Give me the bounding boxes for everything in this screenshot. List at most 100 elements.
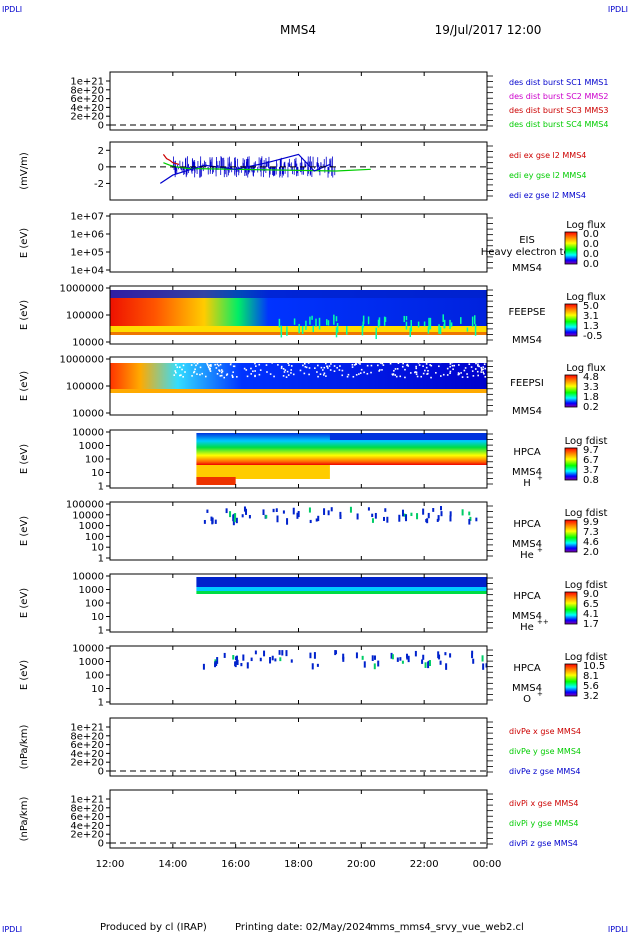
feepsi-noise [459, 361, 461, 363]
feepsi-noise [265, 364, 268, 366]
feepsi-noise [415, 373, 418, 376]
feepsi-noise [426, 372, 429, 375]
y-tick-label: 1e+21 [70, 723, 104, 734]
spacecraft-label: MMS4 [512, 467, 542, 478]
colorbar-tick-label: 10.5 [583, 661, 605, 672]
feepse-speckle [427, 326, 430, 334]
feepsi-noise [339, 365, 341, 367]
panel-p4: 1000000 100000 10000 E (eV) FEEPSE MMS4 Log fl… [19, 284, 606, 349]
feepsi-noise [250, 367, 252, 370]
feepsi-noise [195, 364, 197, 367]
hpca-speckle [461, 509, 464, 516]
feepsi-noise [210, 364, 212, 366]
feepsi-noise [208, 366, 210, 369]
hpca-speckle [233, 517, 236, 523]
feepsi-noise [323, 372, 326, 375]
feepse-speckle [336, 322, 339, 333]
feepsi-noise [255, 361, 257, 363]
y-tick-label: 1e+05 [70, 248, 104, 259]
hpca-speckle [236, 659, 239, 665]
y-tick-label: 1000 [79, 657, 104, 668]
hpca-speckle [426, 518, 429, 524]
hpca-speckle [382, 516, 385, 521]
corner-label-bottom-left: IPDLI [2, 925, 22, 934]
hpca-speckle [469, 516, 472, 521]
hpca-speckle [398, 514, 401, 522]
plot-frame [109, 501, 488, 561]
feepsi-noise [394, 374, 397, 376]
colorbar-tick-label: 6.5 [583, 599, 599, 610]
hpca-speckle [377, 660, 380, 667]
feepsi-noise [354, 364, 356, 366]
hpca-speckle [468, 511, 471, 516]
feepsi-noise [381, 362, 384, 365]
feepsi-noise [333, 370, 336, 373]
feepse-speckle [309, 316, 311, 325]
hpca-speckle [475, 517, 478, 522]
hpca-speckle [250, 657, 253, 662]
hpca-speckle [390, 652, 393, 659]
feepsi-noise [304, 361, 306, 363]
feepse-speckle [466, 327, 469, 332]
y-tick-label: 2e+20 [70, 112, 104, 123]
feepsi-noise [280, 365, 283, 368]
y-tick-label: 10000 [72, 572, 104, 583]
feepsi-noise [464, 367, 467, 369]
hpca-speckle [428, 660, 431, 667]
instrument-label: FEEPSE [508, 307, 545, 318]
y-axis-label: (nPa/km) [19, 797, 30, 842]
colorbar [564, 663, 578, 697]
instrument-label: HPCA [513, 447, 541, 458]
feepsi-noise [418, 364, 421, 366]
feepsi-noise [422, 365, 424, 367]
feepsi-noise [286, 370, 289, 373]
colorbar-tick-label: 0.8 [583, 475, 599, 486]
hpca-speckle [265, 515, 268, 519]
species-charge: + [537, 546, 543, 554]
spacecraft-label: MMS4 [512, 263, 542, 274]
hpca-speckle [355, 652, 358, 659]
feepsi-noise [207, 364, 209, 366]
y-axis-label: E (eV) [19, 300, 30, 330]
feepsi-noise [483, 361, 485, 363]
feepsi-noise [477, 374, 479, 377]
hpca-speckle [449, 653, 452, 658]
hpca-speckle [414, 650, 417, 657]
footer-print-date: Printing date: 02/May/2024 [235, 922, 371, 933]
hpca-speckle [422, 508, 425, 515]
feepsi-noise [290, 372, 292, 374]
hpca-speckle [262, 509, 265, 515]
feepse-speckle [335, 316, 338, 322]
y-tick-label: 8e+20 [70, 85, 104, 96]
feepsi-noise [216, 363, 219, 366]
y-tick-label: 0 [98, 839, 104, 850]
hpca-speckle [248, 514, 251, 519]
feepse-speckle [280, 325, 283, 338]
feepsi-noise [457, 372, 460, 374]
feepsi-noise [346, 375, 349, 378]
feepsi-noise [425, 366, 428, 369]
y-tick-label: 100 [85, 671, 104, 682]
feepsi-noise [422, 372, 425, 375]
legend-entry: des dist burst SC4 MMS4 [509, 120, 608, 129]
feepsi-noise [397, 362, 400, 364]
y-tick-label: 10 [91, 684, 104, 695]
plot-frame [109, 717, 488, 777]
y-tick-label: 100000 [66, 500, 104, 511]
hpca-speckle [399, 657, 402, 661]
y-tick-label: 10 [91, 468, 104, 479]
hpca-speckle [449, 511, 452, 517]
hpca-speckle [223, 652, 226, 658]
colorbar-tick-label: 2.0 [583, 547, 599, 558]
feepsi-noise [196, 373, 198, 375]
species-label: He [520, 550, 534, 561]
feepsi-noise [347, 373, 350, 376]
legend-entry: edi ez gse l2 MMS4 [509, 191, 586, 200]
legend-entry: divPi y gse MMS4 [509, 819, 578, 828]
footer-producer: Produced by cl (IRAP) [100, 922, 207, 933]
hpca-speckle [432, 508, 435, 512]
feepsi-noise [299, 369, 302, 372]
feepsi-noise [397, 361, 400, 363]
y-tick-label: 1000 [79, 585, 104, 596]
